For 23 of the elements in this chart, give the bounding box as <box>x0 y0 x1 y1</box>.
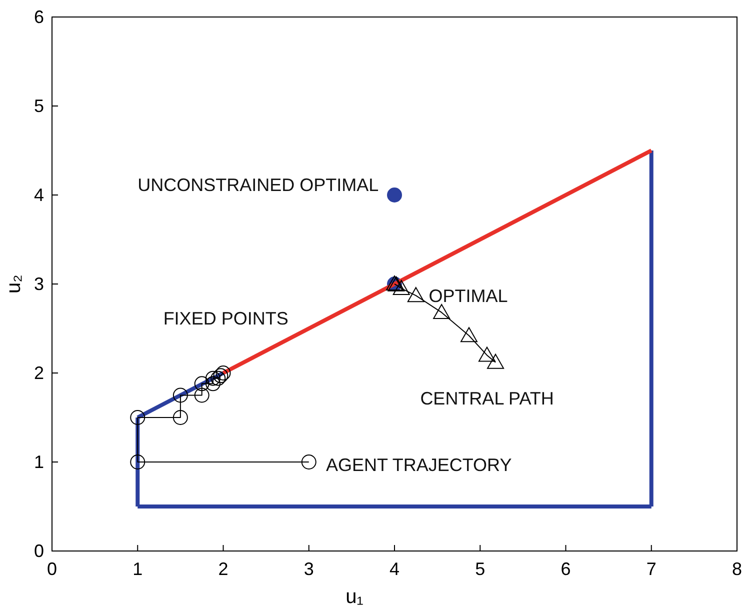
annotation: CENTRAL PATH <box>420 388 554 408</box>
x-tick-label: 1 <box>132 559 143 579</box>
x-tick-label: 0 <box>46 559 58 579</box>
annotation: FIXED POINTS <box>163 308 288 328</box>
y-tick-label: 3 <box>34 274 44 294</box>
annotation: AGENT TRAJECTORY <box>326 455 512 476</box>
annotation: OPTIMAL <box>428 286 508 306</box>
annotation: UNCONSTRAINED OPTIMAL <box>138 174 379 195</box>
x-tick-label: 7 <box>646 559 656 579</box>
x-tick-label: 5 <box>475 559 486 579</box>
x-tick-label: 8 <box>732 559 742 579</box>
x-tick-label: 6 <box>560 559 571 579</box>
y-tick-label: 5 <box>34 96 44 116</box>
x-tick-label: 3 <box>304 559 314 579</box>
y-tick-label: 0 <box>34 541 44 561</box>
y-axis-title: u₂ <box>3 274 25 294</box>
x-tick-label: 2 <box>218 559 228 579</box>
y-tick-label: 4 <box>34 185 44 205</box>
x-tick-label: 4 <box>389 559 400 579</box>
y-tick-label: 6 <box>34 7 44 27</box>
x-axis-title: u₁ <box>346 586 364 608</box>
y-tick-label: 2 <box>34 363 44 383</box>
y-tick-label: 1 <box>34 452 44 472</box>
